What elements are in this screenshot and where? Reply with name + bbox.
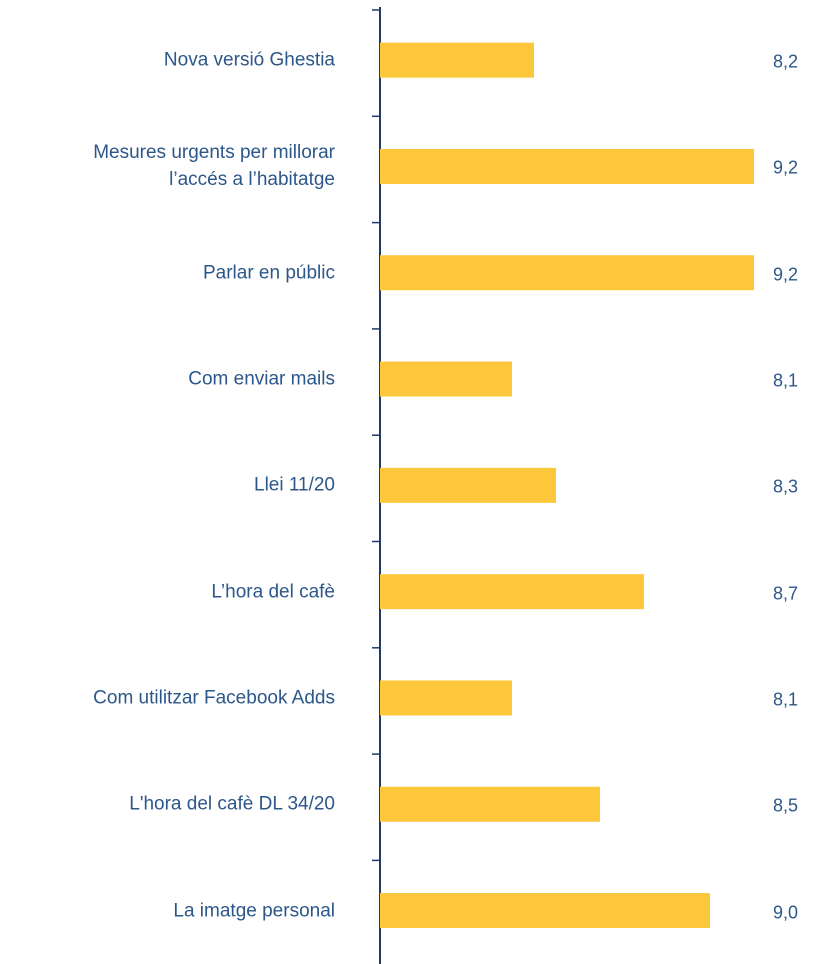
bar [380, 361, 512, 397]
value-label: 9,2 [772, 157, 798, 178]
value-label: 8,1 [772, 370, 798, 391]
category-label: Com enviar mails [188, 368, 335, 390]
value-label: 8,2 [772, 51, 798, 72]
category-label: Com utilitzar Facebook Adds [93, 687, 335, 709]
bar [380, 148, 754, 184]
category-label: La imatge personal [173, 900, 335, 922]
value-label: 8,5 [772, 795, 798, 816]
bar [380, 893, 710, 929]
value-label: 8,3 [772, 476, 798, 497]
bar [380, 786, 600, 822]
value-label: 9,2 [772, 264, 798, 285]
value-label: 8,7 [772, 583, 798, 604]
category-label: Mesures urgents per millorar l’accés a l… [93, 142, 335, 191]
bar [380, 574, 644, 610]
value-label: 8,1 [772, 689, 798, 710]
category-label: Parlar en públic [202, 262, 335, 284]
category-label: L’hora del cafè [211, 581, 335, 603]
category-label: Llei 11/20 [254, 474, 335, 496]
category-label: L'hora del cafè DL 34/20 [129, 793, 335, 815]
value-label: 9,0 [772, 902, 798, 923]
bar [380, 467, 556, 503]
bar [380, 42, 534, 78]
category-label: Nova versió Ghestia [163, 49, 335, 71]
bar [380, 680, 512, 716]
bar [380, 255, 754, 291]
